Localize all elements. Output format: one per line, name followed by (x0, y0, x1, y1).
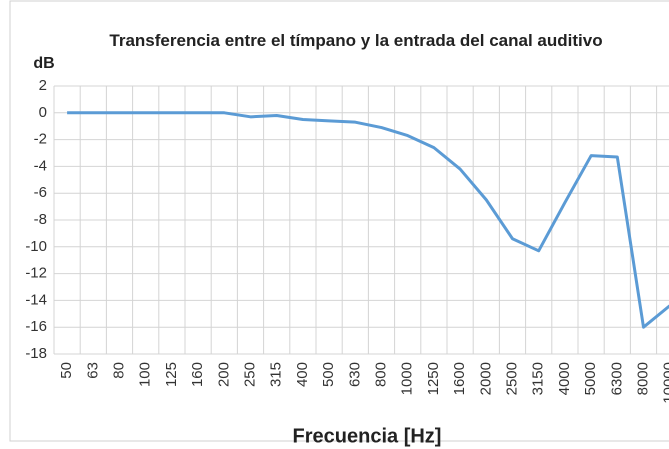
x-tick-label: 400 (294, 362, 311, 387)
x-tick-label: 250 (241, 362, 258, 387)
x-tick-label: 500 (320, 362, 337, 387)
x-tick-label: 200 (215, 362, 232, 387)
x-tick-label: 100 (137, 362, 154, 387)
x-axis-label: Frecuencia [Hz] (293, 425, 442, 447)
x-tick-label: 50 (58, 362, 75, 379)
chart-title: Transferencia entre el tímpano y la entr… (109, 31, 603, 50)
y-tick-label: -10 (25, 238, 47, 255)
y-tick-label: -8 (34, 211, 47, 228)
x-tick-label: 1000 (399, 362, 416, 395)
x-tick-label: 6300 (608, 362, 625, 395)
x-tick-label: 315 (268, 362, 285, 387)
y-tick-label: -2 (34, 131, 47, 148)
x-tick-label: 10000 (661, 362, 669, 404)
data-line (67, 111, 669, 329)
x-tick-label: 800 (372, 362, 389, 387)
y-tick-label: -16 (25, 318, 47, 335)
y-tick-label: 2 (39, 77, 47, 94)
y-tick-label: -12 (25, 265, 47, 282)
y-tick-label: -6 (34, 184, 47, 201)
x-tick-label: 3150 (530, 362, 547, 395)
x-tick-label: 80 (110, 362, 127, 379)
x-tick-label: 5000 (582, 362, 599, 395)
x-tick-label: 125 (163, 362, 180, 387)
x-tick-label: 63 (84, 362, 101, 379)
chart-frame (9, 0, 669, 442)
x-tick-label: 630 (346, 362, 363, 387)
x-tick-label: 4000 (556, 362, 573, 395)
y-tick-label: -18 (25, 345, 47, 362)
x-tick-label: 160 (189, 362, 206, 387)
y-tick-label: -14 (25, 291, 47, 308)
x-tick-label: 8000 (634, 362, 651, 395)
y-axis-label: dB (33, 55, 54, 72)
y-tick-label: -4 (34, 157, 47, 174)
x-tick-label: 1250 (425, 362, 442, 395)
x-tick-label: 2000 (477, 362, 494, 395)
x-tick-label: 1600 (451, 362, 468, 395)
x-tick-label: 2500 (503, 362, 520, 395)
y-tick-label: 0 (39, 104, 47, 121)
